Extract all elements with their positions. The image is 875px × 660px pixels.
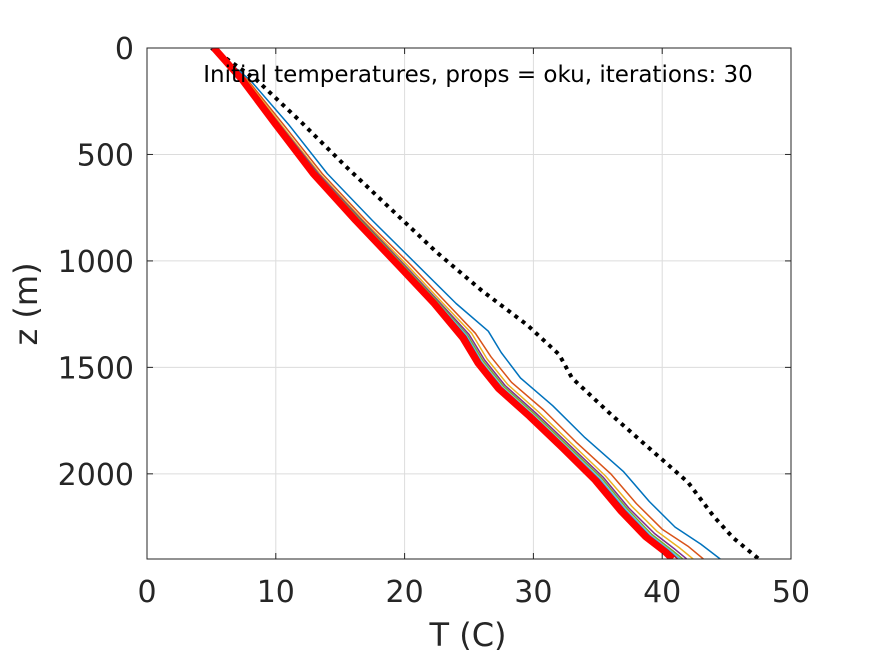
x-tick-label: 30 xyxy=(514,575,552,610)
x-tick-label: 50 xyxy=(772,575,810,610)
y-tick-label: 1500 xyxy=(58,351,134,386)
y-tick-label: 500 xyxy=(77,138,134,173)
plot-frame xyxy=(146,47,792,560)
axes xyxy=(146,47,792,560)
series-line-5 xyxy=(210,48,688,559)
chart-annotation: Initial temperatures, props = oku, itera… xyxy=(203,62,753,88)
x-tick-label: 40 xyxy=(643,575,681,610)
y-tick-label: 0 xyxy=(115,32,134,67)
series-line-9 xyxy=(211,48,675,559)
x-tick-label: 20 xyxy=(386,575,424,610)
series-line-3 xyxy=(210,48,704,559)
series-line-1 xyxy=(210,48,761,559)
y-tick-label: 2000 xyxy=(58,458,134,493)
x-tick-label: 0 xyxy=(137,575,156,610)
x-axis-label: T (C) xyxy=(428,616,506,654)
y-tick-label: 1000 xyxy=(58,245,134,280)
series-line-2 xyxy=(210,48,721,559)
x-tick-label: 10 xyxy=(257,575,295,610)
y-axis-label: z (m) xyxy=(7,262,45,345)
grid xyxy=(146,47,792,559)
series-line-4 xyxy=(210,48,694,559)
series-group xyxy=(210,48,761,559)
